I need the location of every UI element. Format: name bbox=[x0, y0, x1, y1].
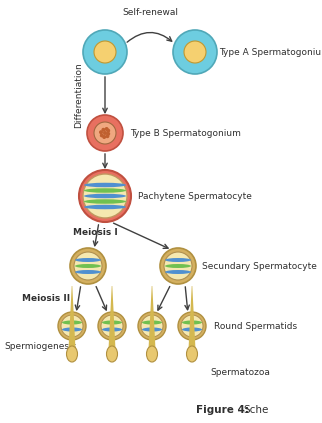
Circle shape bbox=[103, 131, 107, 135]
Circle shape bbox=[100, 133, 104, 137]
Ellipse shape bbox=[62, 327, 82, 332]
Ellipse shape bbox=[84, 205, 126, 209]
Polygon shape bbox=[188, 286, 195, 349]
Polygon shape bbox=[109, 286, 116, 349]
Ellipse shape bbox=[102, 321, 122, 324]
Circle shape bbox=[106, 132, 110, 136]
Text: Pachytene Spermatocyte: Pachytene Spermatocyte bbox=[138, 192, 252, 201]
Ellipse shape bbox=[67, 346, 78, 362]
Circle shape bbox=[141, 315, 163, 337]
Text: Type A Spermatogonium: Type A Spermatogonium bbox=[219, 47, 322, 57]
Ellipse shape bbox=[182, 327, 202, 332]
Circle shape bbox=[102, 135, 106, 139]
Circle shape bbox=[138, 312, 166, 340]
Circle shape bbox=[181, 315, 203, 337]
Circle shape bbox=[173, 30, 217, 74]
Circle shape bbox=[79, 170, 131, 222]
Circle shape bbox=[58, 312, 86, 340]
Ellipse shape bbox=[102, 327, 122, 332]
Ellipse shape bbox=[75, 270, 101, 274]
Circle shape bbox=[94, 41, 116, 63]
Ellipse shape bbox=[165, 264, 191, 268]
Text: Spermatozoa: Spermatozoa bbox=[210, 368, 270, 376]
Ellipse shape bbox=[84, 183, 126, 187]
Circle shape bbox=[164, 252, 192, 280]
Circle shape bbox=[106, 129, 110, 132]
Circle shape bbox=[87, 115, 123, 151]
Ellipse shape bbox=[107, 346, 118, 362]
Ellipse shape bbox=[182, 321, 202, 324]
Circle shape bbox=[184, 41, 206, 63]
Circle shape bbox=[101, 315, 123, 337]
Text: Sche: Sche bbox=[243, 405, 268, 415]
Circle shape bbox=[101, 128, 105, 132]
Circle shape bbox=[61, 315, 83, 337]
Ellipse shape bbox=[165, 270, 191, 274]
Polygon shape bbox=[148, 286, 156, 349]
Circle shape bbox=[70, 248, 106, 284]
Ellipse shape bbox=[142, 321, 162, 324]
Circle shape bbox=[105, 127, 109, 131]
Circle shape bbox=[105, 134, 109, 138]
Text: Round Spermatids: Round Spermatids bbox=[214, 321, 297, 330]
Text: Figure 4:: Figure 4: bbox=[196, 405, 249, 415]
Circle shape bbox=[94, 122, 116, 144]
Ellipse shape bbox=[75, 264, 101, 268]
Ellipse shape bbox=[84, 194, 126, 198]
Text: Meiosis I: Meiosis I bbox=[73, 228, 118, 237]
Ellipse shape bbox=[75, 258, 101, 262]
Circle shape bbox=[98, 312, 126, 340]
Text: Type B Spermatogonium: Type B Spermatogonium bbox=[130, 129, 241, 137]
Text: Differentiation: Differentiation bbox=[74, 63, 83, 128]
Text: Meiosis II: Meiosis II bbox=[22, 294, 70, 303]
Ellipse shape bbox=[142, 327, 162, 332]
Circle shape bbox=[160, 248, 196, 284]
Circle shape bbox=[83, 174, 127, 218]
Polygon shape bbox=[69, 286, 75, 349]
Ellipse shape bbox=[84, 188, 126, 193]
Ellipse shape bbox=[147, 346, 157, 362]
Ellipse shape bbox=[62, 321, 82, 324]
Circle shape bbox=[74, 252, 102, 280]
Circle shape bbox=[83, 30, 127, 74]
Circle shape bbox=[178, 312, 206, 340]
Ellipse shape bbox=[186, 346, 197, 362]
Ellipse shape bbox=[165, 258, 191, 262]
Text: Self-renewal: Self-renewal bbox=[122, 8, 178, 17]
Ellipse shape bbox=[84, 199, 126, 204]
Text: Spermiogenesis: Spermiogenesis bbox=[4, 342, 76, 351]
Circle shape bbox=[99, 130, 103, 134]
Text: Secundary Spermatocyte: Secundary Spermatocyte bbox=[202, 261, 317, 270]
